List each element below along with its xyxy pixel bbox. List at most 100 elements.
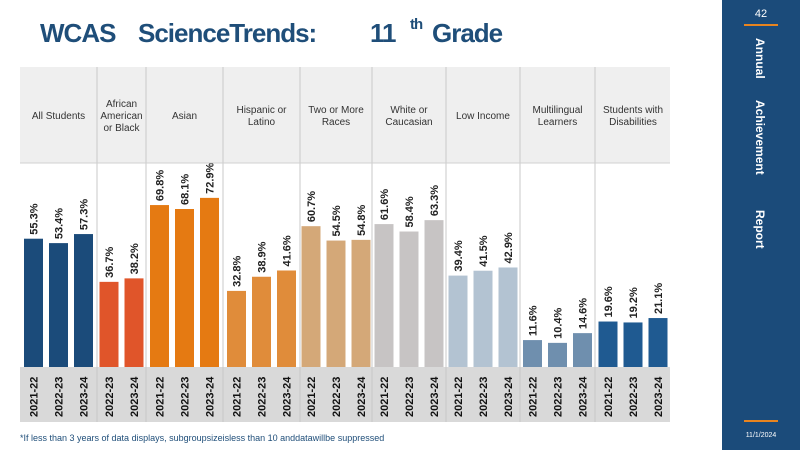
- bar: [277, 270, 296, 367]
- bar: [399, 231, 419, 367]
- x-tick-label: 2023-24: [356, 376, 368, 417]
- data-label: 69.8%: [155, 170, 167, 201]
- data-label: 11.6%: [528, 305, 540, 336]
- bar: [648, 318, 668, 367]
- x-tick-label: 2021-22: [528, 377, 540, 417]
- report-date: 11/1/2024: [745, 432, 777, 439]
- data-label: 72.9%: [205, 162, 217, 193]
- data-label: 54.5%: [331, 205, 343, 236]
- category-header-cell: [20, 67, 97, 163]
- category-header-cell: [300, 67, 372, 163]
- x-tick-label: 2022-23: [404, 377, 416, 417]
- data-label: 14.6%: [578, 298, 590, 329]
- bar: [49, 243, 68, 367]
- title-grade-number: 11: [370, 18, 396, 48]
- bar: [424, 220, 444, 367]
- bar: [227, 290, 246, 367]
- bar: [99, 281, 119, 367]
- bar: [175, 209, 194, 367]
- sidebar-word-annual: Annual: [753, 38, 767, 79]
- x-tick-label: 2023-24: [653, 376, 665, 417]
- tick-band-cell: [520, 367, 595, 422]
- page-title: WCAS ScienceTrends: 11 th Grade: [40, 16, 640, 58]
- category-header-cell: [146, 67, 223, 163]
- x-tick-label: 2021-22: [603, 377, 615, 417]
- category-header-cell: [595, 67, 670, 163]
- data-label: 39.4%: [453, 240, 465, 271]
- x-tick-label: 2023-24: [282, 376, 294, 417]
- tick-band-cell: [97, 367, 146, 422]
- data-label: 19.2%: [628, 287, 640, 318]
- bar: [326, 240, 346, 367]
- data-label: 41.5%: [478, 235, 490, 266]
- bar: [150, 205, 169, 367]
- sidebar-accent-line-bottom: [744, 420, 778, 422]
- category-header-cell: [97, 67, 146, 163]
- x-tick-label: 2022-23: [331, 377, 343, 417]
- tick-band-cell: [20, 367, 97, 422]
- data-label: 36.7%: [104, 246, 116, 277]
- bar: [24, 238, 43, 367]
- data-label: 21.1%: [653, 283, 665, 314]
- x-tick-label: 2023-24: [205, 376, 217, 417]
- title-grade-suffix: th: [410, 16, 423, 33]
- x-tick-label: 2022-23: [54, 377, 66, 417]
- x-tick-label: 2022-23: [478, 377, 490, 417]
- x-tick-label: 2021-22: [155, 377, 167, 417]
- bar: [523, 340, 542, 367]
- data-label: 19.6%: [603, 286, 615, 317]
- data-label: 60.7%: [306, 191, 318, 222]
- bar: [374, 224, 394, 367]
- category-label: Two or More Races: [308, 105, 364, 128]
- bar: [74, 234, 93, 367]
- category-label: Asian: [172, 111, 197, 122]
- x-tick-label: 2022-23: [257, 377, 269, 417]
- data-label: 42.9%: [503, 232, 515, 263]
- x-tick-label: 2023-24: [578, 376, 590, 417]
- title-science-trends: ScienceTrends:: [138, 18, 317, 48]
- x-tick-label: 2022-23: [553, 377, 565, 417]
- bar: [252, 276, 271, 367]
- bar: [473, 270, 493, 367]
- tick-band-cell: [595, 367, 670, 422]
- x-tick-label: 2021-22: [453, 377, 465, 417]
- category-label: Students with Disabilities: [603, 105, 663, 128]
- data-label: 38.2%: [129, 243, 141, 274]
- title-grade-word: Grade: [432, 18, 503, 48]
- category-label: All Students: [32, 111, 85, 122]
- data-label: 63.3%: [429, 185, 441, 216]
- x-tick-label: 2023-24: [503, 376, 515, 417]
- x-tick-label: 2021-22: [379, 377, 391, 417]
- page-number: 42: [754, 8, 768, 20]
- bar: [623, 322, 643, 367]
- category-label: African American or Black: [100, 99, 142, 134]
- bar-chart-svg: All Students 55.3% 2021-22 53.4% 2022-23 57.3…: [20, 67, 670, 422]
- data-label: 61.6%: [379, 189, 391, 220]
- category-label: Hispanic or Latino: [236, 105, 287, 128]
- sidebar-word-achievement: Achievement: [753, 100, 767, 175]
- x-tick-label: 2021-22: [29, 377, 41, 417]
- category-label: Multilingual Learners: [532, 105, 582, 128]
- x-tick-label: 2022-23: [628, 377, 640, 417]
- x-tick-label: 2023-24: [79, 376, 91, 417]
- tick-band-cell: [223, 367, 300, 422]
- sidebar-accent-line-top: [744, 24, 778, 26]
- category-header-cell: [223, 67, 300, 163]
- data-label: 41.6%: [282, 235, 294, 266]
- bar: [200, 197, 219, 367]
- category-label: Low Income: [456, 111, 510, 122]
- bar: [301, 226, 321, 367]
- x-tick-label: 2021-22: [232, 377, 244, 417]
- x-tick-label: 2023-24: [129, 376, 141, 417]
- x-tick-label: 2021-22: [306, 377, 318, 417]
- tick-band-cell: [146, 367, 223, 422]
- bar: [548, 342, 567, 367]
- bar: [124, 278, 144, 367]
- category-header-cell: [446, 67, 520, 163]
- data-label: 68.1%: [180, 174, 192, 205]
- footnote: *If less than 3 years of data displays, …: [20, 433, 385, 443]
- x-tick-label: 2022-23: [104, 377, 116, 417]
- sidebar: 42 Annual Achievement Report 11/1/2024: [722, 0, 800, 450]
- data-label: 55.3%: [29, 203, 41, 234]
- tick-band-cell: [372, 367, 446, 422]
